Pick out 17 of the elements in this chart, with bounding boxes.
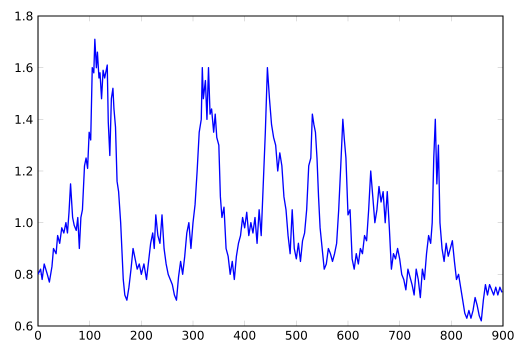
x-tick-label: 800: [440, 330, 462, 340]
x-tick-label: 100: [80, 330, 100, 340]
y-tick-label: 0.8: [15, 270, 32, 279]
y-tick-label: 1.6: [16, 63, 33, 72]
x-tick-label: 300: [182, 330, 204, 340]
x-tick-label: 600: [337, 330, 359, 340]
x-tick-label: 200: [130, 330, 152, 340]
x-tick-label: 500: [286, 330, 307, 340]
x-tick-label: 900: [492, 330, 514, 340]
y-tick-label: 0.6: [15, 321, 33, 331]
x-tick-label: 400: [234, 330, 256, 340]
x-tick-label: 0: [34, 330, 42, 340]
x-tick-label: 700: [389, 330, 410, 340]
y-tick-label: 1.2: [16, 166, 32, 176]
y-tick-label: 1.8: [16, 11, 32, 21]
y-tick-label: 1.0: [16, 218, 32, 228]
y-tick-label: 1.4: [16, 114, 33, 124]
